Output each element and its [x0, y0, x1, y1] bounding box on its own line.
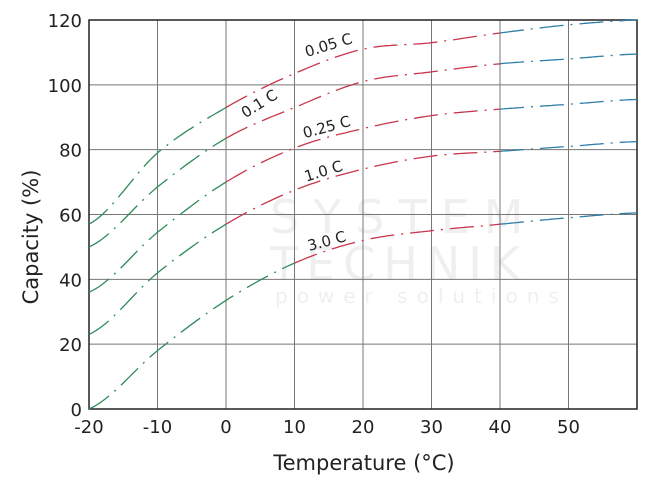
- series-line-segment: [88, 137, 227, 248]
- x-tick-label: 20: [352, 417, 375, 438]
- grid: [88, 19, 638, 410]
- watermark-line3: power solutions: [275, 284, 568, 308]
- y-tick-labels: 0 20 40 60 80 100 120: [48, 11, 82, 421]
- series-line-segment: [88, 106, 227, 225]
- y-tick-label: 100: [48, 76, 82, 97]
- series-line-segment: [499, 140, 638, 152]
- curve-label: 1.0 C: [302, 157, 345, 186]
- y-axis-title: Capacity (%): [19, 170, 43, 305]
- y-tick-label: 80: [59, 141, 82, 162]
- series-line-segment: [499, 98, 638, 110]
- series-line-segment: [88, 181, 227, 293]
- y-tick-label: 0: [71, 400, 82, 421]
- series-0-05-C: [88, 19, 638, 225]
- series-line-segment: [225, 108, 501, 183]
- x-tick-label: 10: [283, 417, 306, 438]
- x-tick-label: 40: [489, 417, 512, 438]
- watermark-line1: SYSTEM: [270, 190, 537, 244]
- x-tick-label: 0: [220, 417, 231, 438]
- series-line-segment: [88, 223, 227, 335]
- series-line-segment: [499, 19, 638, 34]
- x-tick-label: 30: [420, 417, 443, 438]
- series-line-segment: [499, 212, 638, 225]
- y-tick-label: 120: [48, 11, 82, 32]
- series-line-segment: [499, 53, 638, 65]
- curves: [88, 19, 638, 410]
- series-0-1-C: [88, 53, 638, 248]
- y-tick-label: 40: [59, 270, 82, 291]
- series-line-segment: [294, 223, 501, 264]
- watermark-logo: SYSTEM TECHNIK power solutions: [269, 190, 568, 308]
- x-axis-title: Temperature (°C): [272, 451, 454, 475]
- series-line-segment: [225, 63, 501, 139]
- watermark-line2: TECHNIK: [269, 237, 528, 291]
- series-line-segment: [225, 150, 501, 225]
- curve-label: 0.25 C: [301, 112, 353, 142]
- series-0-25-C: [88, 98, 638, 293]
- series-1-0-C: [88, 140, 638, 335]
- x-tick-label: 50: [557, 417, 580, 438]
- y-tick-label: 20: [59, 335, 82, 356]
- x-tick-label: -10: [143, 417, 172, 438]
- x-tick-label: -20: [74, 417, 103, 438]
- series-3-0-C: [88, 212, 638, 410]
- plot-frame: [88, 19, 638, 410]
- curve-label: 0.05 C: [303, 30, 355, 61]
- series-line-segment: [88, 262, 295, 410]
- series-line-segment: [225, 32, 501, 109]
- y-tick-label: 60: [59, 206, 82, 227]
- x-tick-labels: -20 -10 0 10 20 30 40 50: [74, 417, 580, 438]
